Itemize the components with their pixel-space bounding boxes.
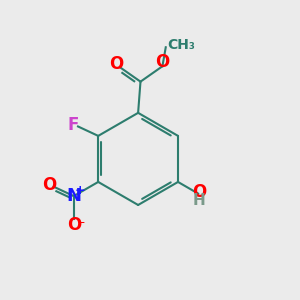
Text: O: O [42, 176, 56, 194]
Text: ⁻: ⁻ [76, 218, 84, 232]
Text: O: O [155, 53, 170, 71]
Text: O: O [109, 55, 123, 73]
Text: CH₃: CH₃ [167, 38, 195, 52]
Text: F: F [68, 116, 79, 134]
Text: +: + [75, 184, 86, 196]
Text: O: O [67, 216, 81, 234]
Text: N: N [66, 187, 81, 205]
Text: H: H [192, 193, 205, 208]
Text: O: O [192, 183, 206, 201]
